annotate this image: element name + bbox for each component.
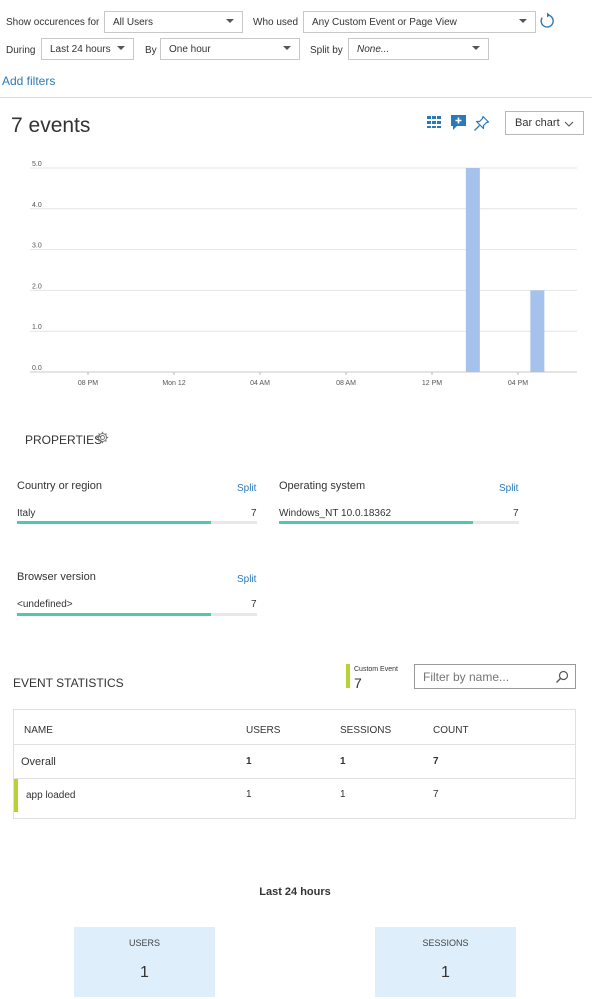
x-tick-label: Mon 12 [162,380,185,387]
bar[interactable] [465,168,480,372]
who-used-label: Who used [253,17,299,28]
event-dropdown[interactable]: Any Custom Event or Page View [303,11,536,33]
chevron-down-icon [225,17,235,25]
search-icon[interactable] [555,670,569,684]
property-value: <undefined> [17,599,73,610]
y-tick-label: 3.0 [32,243,42,250]
chart-type-dropdown[interactable]: Bar chart [505,111,584,135]
x-tick-label: 08 AM [336,380,356,387]
chart-x-axis: 08 PM Mon 12 04 AM 08 AM 12 PM 04 PM [78,372,528,387]
by-label: By [145,45,157,56]
column-header-name[interactable]: NAME [24,725,53,736]
property-count: 7 [251,508,257,519]
filter-by-name-input[interactable] [423,669,553,685]
users-tile-label: USERS [128,938,160,948]
sessions-tile-value: 1 [441,964,450,981]
legend-swatch [346,664,350,688]
table-divider [14,744,575,745]
events-count-title: 7 events [11,114,91,137]
x-tick-label: 08 PM [78,380,98,387]
chevron-down-icon [282,44,292,52]
x-tick-label: 04 PM [508,380,528,387]
property-value: Windows_NT 10.0.18362 [279,508,392,519]
y-tick-label: 0.0 [32,365,42,372]
property-card-title: Browser version [17,571,96,583]
event-statistics-table: NAME USERS SESSIONS COUNT Overall 1 1 7 … [13,709,576,819]
sessions-tile-label: SESSIONS [422,938,469,948]
y-tick-label: 1.0 [32,324,42,331]
by-dropdown[interactable]: One hour [160,38,300,60]
users-tile-value: 1 [140,964,149,981]
row-name: Overall [21,756,56,768]
property-bar [17,521,211,524]
chevron-down-icon [471,44,481,52]
add-comment-icon[interactable] [450,114,467,131]
row-count: 7 [433,756,439,767]
users-tile: USERS 1 [74,927,215,997]
property-split-link[interactable]: Split [237,574,257,585]
y-tick-label: 2.0 [32,283,42,290]
legend-label: Custom Event [354,666,398,673]
property-card-title: Operating system [279,480,366,492]
column-header-count[interactable]: COUNT [433,725,469,736]
row-color-marker [14,779,18,812]
users-dropdown-value: All Users [113,17,154,28]
table-divider [14,778,575,779]
gear-icon[interactable] [96,431,109,444]
y-tick-label: 4.0 [32,202,42,209]
split-by-label: Split by [310,45,343,56]
column-header-sessions[interactable]: SESSIONS [340,725,392,736]
row-sessions: 1 [340,756,346,767]
period-title: Last 24 hours [259,886,331,898]
users-dropdown[interactable]: All Users [104,11,243,33]
chart-gridlines [30,167,577,373]
event-name-link[interactable]: app loaded [26,790,76,801]
x-tick-label: 12 PM [422,380,442,387]
show-occurrences-label: Show occurences for [6,17,100,28]
table-row: Overall 1 1 7 [14,745,575,778]
add-filters-link[interactable]: Add filters [2,74,56,88]
event-statistics-heading: EVENT STATISTICS [13,676,124,690]
legend-value: 7 [354,675,362,691]
y-tick-label: 5.0 [32,161,42,168]
during-dropdown[interactable]: Last 24 hours [41,38,134,60]
sessions-tile: SESSIONS 1 [375,927,516,997]
property-value: Italy [17,508,36,519]
chart-y-axis: 0.0 1.0 2.0 3.0 4.0 5.0 [32,161,42,372]
table-bottom-border [13,818,576,819]
chart-type-value: Bar chart [515,117,560,129]
property-bar [17,613,211,616]
during-dropdown-value: Last 24 hours [50,44,111,55]
property-split-link[interactable]: Split [499,483,519,494]
row-users: 1 [246,789,252,800]
bar[interactable] [530,290,545,372]
filter-by-name-box[interactable] [414,664,576,689]
refresh-icon[interactable] [539,12,555,30]
x-tick-label: 04 AM [250,380,270,387]
by-dropdown-value: One hour [169,44,211,55]
grid-view-icon[interactable] [427,115,441,129]
split-by-dropdown[interactable]: None... [348,38,489,60]
row-sessions: 1 [340,789,346,800]
row-count: 7 [433,789,439,800]
chart-bars [465,168,545,372]
filter-divider [0,97,592,98]
chevron-down-icon [518,17,528,25]
property-card-title: Country or region [17,480,102,492]
properties-heading: PROPERTIES [25,433,103,447]
during-label: During [6,45,36,56]
column-header-users[interactable]: USERS [246,725,281,736]
property-split-link[interactable]: Split [237,483,257,494]
chevron-down-icon [564,119,574,131]
row-users: 1 [246,756,252,767]
table-row[interactable]: app loaded 1 1 7 [14,779,575,812]
pin-icon[interactable] [473,115,490,132]
property-count: 7 [251,599,257,610]
chevron-down-icon [116,44,126,52]
property-bar [279,521,473,524]
split-by-dropdown-value: None... [357,44,390,55]
event-dropdown-value: Any Custom Event or Page View [312,17,457,28]
property-count: 7 [513,508,519,519]
events-bar-chart: 0.0 1.0 2.0 3.0 4.0 5.0 08 PM Mon 12 04 AM 08 AM… [30,161,577,387]
